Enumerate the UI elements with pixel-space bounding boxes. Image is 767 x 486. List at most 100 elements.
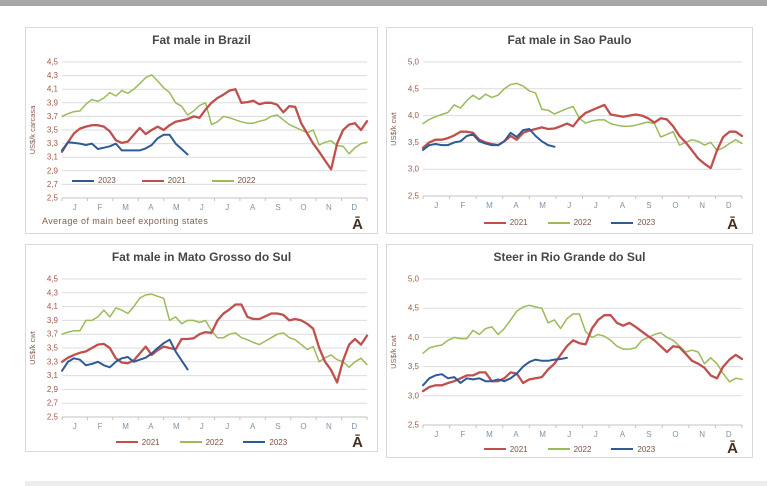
- svg-text:J: J: [73, 203, 77, 212]
- line-chart-canvas: 2,5 2,7 2,9 3,1 3,3 3,5 3,7 3,9 4,1 4,3 4,5 J F M A M J J…: [28, 58, 369, 212]
- svg-text:3,3: 3,3: [47, 139, 59, 148]
- svg-text:4,5: 4,5: [47, 275, 59, 284]
- svg-text:J: J: [594, 201, 598, 210]
- svg-text:N: N: [699, 430, 705, 439]
- legend-item-2021: 2021: [115, 437, 160, 447]
- svg-text:2,5: 2,5: [408, 192, 420, 201]
- legend-item-2023: 2023: [611, 445, 655, 454]
- svg-text:J: J: [594, 430, 598, 439]
- svg-text:3,0: 3,0: [408, 391, 420, 400]
- legend-item-2022: 2022: [547, 218, 592, 227]
- legend-line-swatch: [483, 221, 506, 224]
- legend-label: 2023: [637, 218, 656, 227]
- bottom-divider-bar: [25, 481, 767, 486]
- chart-legend: 2021 2022 2023: [115, 437, 287, 447]
- svg-text:M: M: [173, 203, 180, 212]
- chart-title: Fat male in Sao Paulo: [507, 33, 632, 47]
- svg-text:D: D: [351, 203, 357, 212]
- svg-text:M: M: [122, 203, 129, 212]
- legend-line-swatch: [179, 441, 202, 443]
- legend-line-swatch: [547, 221, 570, 224]
- svg-text:2,9: 2,9: [47, 166, 59, 175]
- legend-label: 2022: [573, 218, 592, 227]
- legend-item-2023: 2023: [243, 438, 287, 447]
- svg-text:D: D: [726, 201, 732, 210]
- legend-item-2021: 2021: [483, 444, 528, 454]
- legend-line-swatch: [72, 179, 94, 182]
- legend-label: 2021: [509, 444, 528, 454]
- chart-title: Fat male in Mato Grosso do Sul: [111, 250, 292, 264]
- legend-label: 2021: [141, 437, 160, 447]
- legend-label: 2021: [509, 218, 528, 227]
- legend-line-swatch: [211, 179, 234, 182]
- chart-legend: 2021 2022 2023: [483, 218, 656, 227]
- svg-text:M: M: [486, 430, 493, 439]
- svg-text:N: N: [699, 201, 705, 210]
- svg-text:3,5: 3,5: [47, 126, 59, 135]
- svg-text:S: S: [275, 422, 280, 431]
- svg-text:3,5: 3,5: [408, 138, 420, 147]
- svg-text:4,5: 4,5: [408, 84, 420, 93]
- legend-label: 2021: [167, 176, 186, 185]
- svg-text:A: A: [148, 422, 154, 431]
- svg-text:S: S: [646, 201, 651, 210]
- top-divider-bar: [0, 0, 767, 6]
- chart-panel-fat-male-mato-grosso-do-sul: Fat male in Mato Grosso do Sul 2,5 2,7 2,9…: [25, 244, 378, 452]
- svg-text:4,5: 4,5: [47, 58, 59, 67]
- svg-text:3,9: 3,9: [47, 316, 59, 325]
- logo-glyph: Ā: [727, 216, 738, 233]
- svg-text:4,3: 4,3: [47, 288, 59, 297]
- svg-text:M: M: [486, 201, 493, 210]
- svg-text:A: A: [513, 201, 519, 210]
- logo-glyph: Ā: [352, 216, 363, 233]
- svg-text:F: F: [98, 203, 103, 212]
- svg-text:F: F: [98, 422, 103, 431]
- svg-text:J: J: [567, 201, 571, 210]
- svg-text:J: J: [567, 430, 571, 439]
- legend-item-2021: 2021: [141, 176, 186, 185]
- svg-text:F: F: [460, 430, 465, 439]
- svg-text:4,3: 4,3: [47, 71, 59, 80]
- legend-label: 2022: [237, 176, 256, 185]
- svg-text:2,5: 2,5: [408, 421, 420, 430]
- svg-text:J: J: [434, 201, 438, 210]
- svg-text:4,1: 4,1: [47, 85, 59, 94]
- svg-text:D: D: [726, 430, 732, 439]
- svg-text:M: M: [539, 201, 546, 210]
- svg-text:4,1: 4,1: [47, 302, 59, 311]
- svg-text:O: O: [672, 430, 678, 439]
- chart-footer: Average of main beef exporting states Ā: [26, 214, 377, 233]
- svg-text:4,5: 4,5: [408, 304, 420, 313]
- legend-item-2022: 2022: [211, 176, 256, 185]
- legend-label: 2023: [269, 437, 288, 447]
- svg-text:2,9: 2,9: [47, 385, 59, 394]
- svg-text:J: J: [200, 203, 204, 212]
- svg-text:A: A: [513, 430, 519, 439]
- legend-item-2021: 2021: [483, 218, 528, 227]
- legend-item-2022: 2022: [547, 445, 591, 454]
- legend-line-swatch: [115, 441, 138, 443]
- svg-text:M: M: [539, 430, 546, 439]
- legend-label: 2023: [637, 444, 656, 454]
- svg-text:O: O: [300, 422, 306, 431]
- legend-label: 2022: [205, 437, 224, 447]
- chart-footer: 2021 2022 2023 Ā: [387, 212, 752, 233]
- chart-footer: 2021 2022 2023 Ā: [387, 441, 752, 457]
- svg-text:O: O: [672, 201, 678, 210]
- legend-line-swatch: [243, 441, 266, 443]
- svg-text:S: S: [275, 203, 280, 212]
- svg-text:4,0: 4,0: [408, 111, 420, 120]
- svg-text:A: A: [250, 422, 256, 431]
- chart-legend: 2021 2022 2023: [483, 444, 655, 454]
- chart-title: Steer in Rio Grande do Sul: [493, 250, 646, 264]
- svg-text:2,7: 2,7: [47, 180, 59, 189]
- legend-item-2022: 2022: [179, 437, 224, 447]
- logo-glyph: Ā: [727, 440, 738, 457]
- svg-text:US$/k carcasa: US$/k carcasa: [28, 105, 37, 155]
- svg-text:O: O: [300, 203, 306, 212]
- legend-label: 2023: [98, 176, 116, 185]
- logo-glyph: Ā: [352, 434, 363, 451]
- svg-text:S: S: [646, 430, 651, 439]
- legend-line-swatch: [483, 448, 506, 450]
- svg-text:M: M: [122, 422, 129, 431]
